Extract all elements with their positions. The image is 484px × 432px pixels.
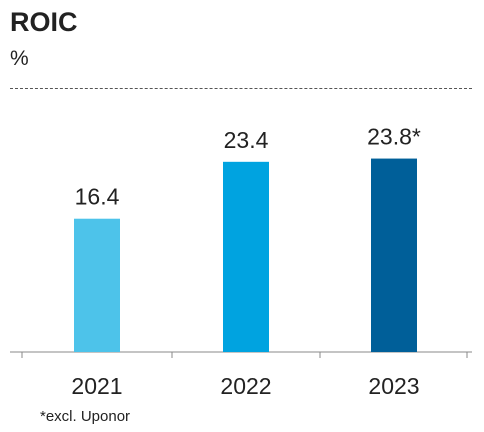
unit-label: % [10,47,29,70]
dashed-divider [10,88,472,89]
bar-2022 [223,161,269,352]
category-label-2021: 2021 [71,373,122,399]
bar-2023 [371,158,417,352]
data-label-2022: 23.4 [224,127,269,153]
chart-title: ROIC [10,7,78,37]
category-label-2023: 2023 [368,373,419,399]
category-label-2022: 2022 [220,373,271,399]
footnote: *excl. Uponor [40,408,131,425]
bar-2021 [74,218,120,352]
data-label-2021: 16.4 [75,184,120,210]
data-label-2023: 23.8* [367,124,421,150]
